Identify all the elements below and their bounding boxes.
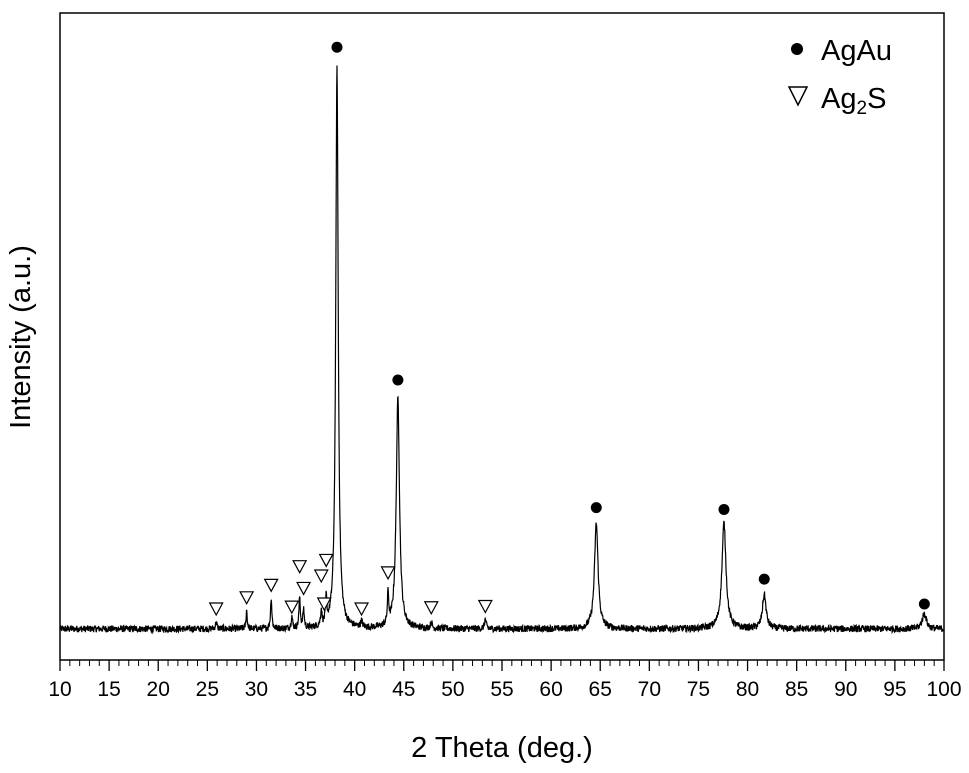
xrd-trace-line: [59, 65, 945, 635]
ag2s-peak-marker-icon: [313, 569, 329, 584]
x-tick-label: 60: [539, 678, 562, 701]
legend-ag2s-label: Ag2S: [821, 83, 886, 119]
x-tick-label: 95: [883, 678, 906, 701]
x-tick-label: 30: [245, 678, 268, 701]
x-tick-label: 90: [834, 678, 857, 701]
legend-ag2s-label-tail: S: [867, 83, 886, 115]
ag2s-peak-marker-icon: [380, 566, 396, 581]
x-tick-label: 10: [48, 678, 71, 701]
y-axis-title: Intensity (a.u.): [5, 245, 37, 429]
legend-agau-marker-icon: [791, 43, 803, 55]
x-tick-label: 40: [343, 678, 366, 701]
x-axis-ticks: [59, 660, 945, 671]
x-tick-label: 15: [97, 678, 120, 701]
agau-peak-marker-icon: [718, 503, 730, 515]
ag2s-peak-marker-icon: [296, 581, 312, 596]
x-tick-label: 35: [294, 678, 317, 701]
ag2s-peak-marker-icon: [477, 599, 493, 614]
agau-peak-marker-icon: [918, 598, 930, 610]
x-tick-label: 80: [736, 678, 759, 701]
x-tick-label: 50: [441, 678, 464, 701]
plot-frame: [59, 12, 945, 661]
ag2s-peak-marker-icon: [292, 560, 308, 574]
legend-ag2s-label-sub: 2: [856, 98, 867, 119]
x-tick-label: 20: [147, 678, 170, 701]
legend: AgAu Ag2S: [787, 35, 892, 119]
agau-peak-marker-icon: [392, 374, 404, 386]
x-tick-label: 25: [196, 678, 219, 701]
ag2s-peak-marker-icon: [316, 597, 332, 612]
x-tick-label: 85: [785, 678, 808, 701]
legend-ag2s-marker-icon: [787, 86, 809, 107]
x-axis-title: 2 Theta (deg.): [411, 732, 593, 764]
ag2s-peak-marker-icon: [423, 601, 439, 616]
agau-peak-marker-icon: [590, 502, 602, 514]
ag2s-peak-marker-icon: [354, 602, 370, 617]
x-tick-label: 100: [926, 678, 961, 701]
x-axis-tick-labels: 10 15 20 25 30 35 40 45 50 55 60 65 70 75 80 85 90 95 100: [48, 678, 961, 701]
agau-peak-marker-icon: [331, 41, 343, 53]
peak-markers: [208, 41, 930, 617]
plot-area: [59, 65, 945, 635]
x-tick-label: 65: [589, 678, 612, 701]
legend-ag2s-label-main: Ag: [821, 83, 856, 115]
ag2s-peak-marker-icon: [284, 600, 300, 615]
ag2s-peak-marker-icon: [318, 553, 334, 568]
ag2s-peak-marker-icon: [263, 578, 279, 593]
ag2s-peak-marker-icon: [239, 591, 255, 606]
agau-peak-marker-icon: [758, 573, 770, 585]
legend-agau-label: AgAu: [821, 35, 892, 67]
x-tick-label: 45: [392, 678, 415, 701]
x-tick-label: 55: [490, 678, 513, 701]
x-tick-label: 75: [687, 678, 710, 701]
ag2s-peak-marker-icon: [208, 602, 224, 617]
x-tick-label: 70: [638, 678, 661, 701]
